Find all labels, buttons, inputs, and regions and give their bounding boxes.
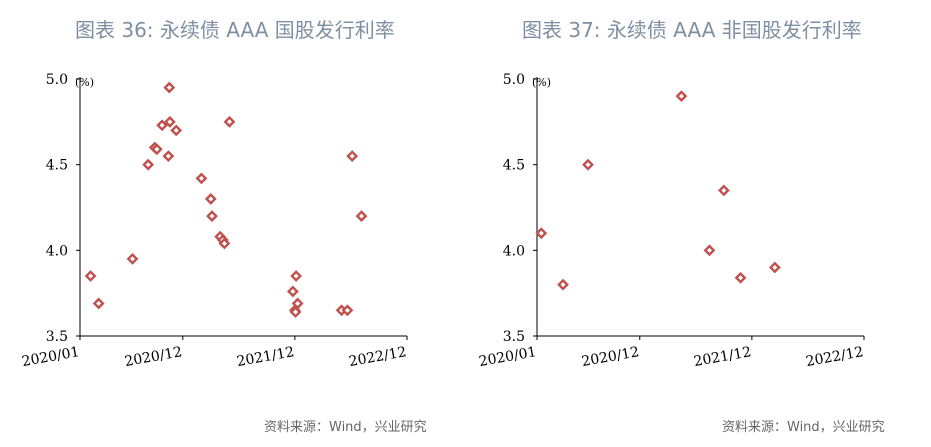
data-point — [164, 115, 176, 128]
data-point — [355, 210, 368, 222]
data-point — [582, 158, 594, 171]
y-tick-label: 4.5 — [46, 158, 68, 174]
data-point — [291, 297, 304, 310]
data-point — [218, 237, 231, 250]
y-tick-label: 4.5 — [503, 158, 525, 174]
x-tick-label: 2021/12 — [236, 344, 296, 370]
y-unit-label: (%) — [75, 76, 94, 89]
data-point — [126, 253, 139, 265]
chart-title-right: 图表 37: 永续债 AAA 非国股发行利率 — [522, 18, 862, 42]
data-point — [703, 244, 716, 257]
data-point — [675, 90, 688, 103]
data-point — [768, 261, 781, 274]
data-point — [170, 124, 183, 137]
data-point — [150, 143, 163, 156]
data-point — [204, 193, 217, 205]
data-point — [195, 172, 208, 185]
data-point — [223, 115, 236, 128]
source-note-left: 资料来源：Wind，兴业研究 — [264, 420, 427, 435]
x-tick-label: 2020/01 — [478, 344, 538, 370]
y-tick-label: 5.0 — [503, 72, 525, 88]
data-point — [341, 304, 354, 317]
y-tick-label: 4.0 — [503, 243, 525, 259]
y-tick-label: 3.5 — [46, 329, 68, 345]
data-point — [162, 150, 175, 162]
y-tick-label: 5.0 — [46, 72, 68, 88]
data-point — [286, 285, 299, 298]
x-tick-label: 2020/01 — [21, 344, 81, 370]
x-tick-label: 2021/12 — [693, 344, 753, 370]
source-note-right: 资料来源：Wind，兴业研究 — [722, 420, 885, 435]
data-point — [290, 270, 303, 282]
y-tick-label: 3.5 — [503, 329, 525, 345]
data-point — [557, 278, 569, 291]
data-point — [346, 150, 359, 162]
data-point — [535, 227, 548, 240]
data-point — [206, 210, 218, 222]
data-point — [717, 184, 730, 197]
x-tick-label: 2020/12 — [580, 344, 640, 370]
chart-title-left: 图表 36: 永续债 AAA 国股发行利率 — [75, 18, 395, 42]
data-point — [734, 271, 747, 284]
data-point — [289, 306, 302, 318]
data-point — [142, 158, 155, 171]
data-point — [156, 119, 168, 132]
data-point — [84, 270, 97, 282]
x-tick-label: 2020/12 — [123, 344, 183, 370]
x-tick-label: 2022/12 — [805, 344, 865, 370]
y-tick-label: 4.0 — [46, 243, 68, 259]
data-point — [163, 81, 176, 94]
x-tick-label: 2022/12 — [348, 344, 408, 370]
data-point — [92, 297, 105, 310]
y-unit-label: (%) — [532, 76, 551, 89]
